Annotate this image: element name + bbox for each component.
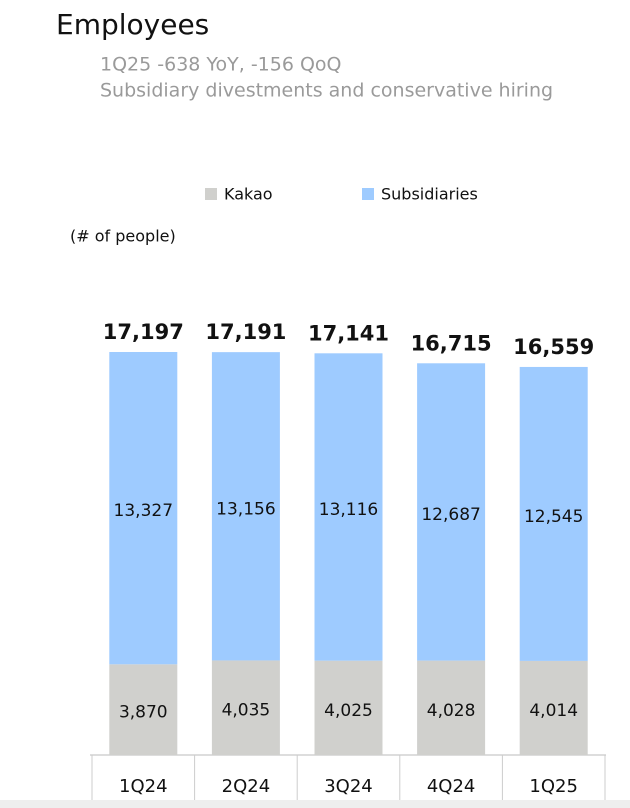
segment-label: 4,014	[529, 701, 578, 721]
legend-swatch	[362, 188, 374, 200]
total-label: 16,559	[513, 335, 594, 359]
bar-segment	[519, 660, 588, 755]
bar-segment	[314, 353, 383, 661]
total-label: 17,197	[103, 320, 184, 344]
x-tick-label: 1Q24	[119, 776, 168, 797]
x-tick-label: 2Q24	[222, 776, 271, 797]
segment-label: 3,870	[119, 703, 168, 723]
total-label: 16,715	[411, 331, 492, 355]
chart-title: Employees	[56, 8, 209, 41]
bar-segment	[211, 352, 280, 661]
total-label: 17,191	[205, 320, 286, 344]
bar-segment	[314, 660, 383, 755]
unit-label: (# of people)	[70, 227, 176, 246]
segment-label: 4,035	[222, 701, 271, 721]
segment-label: 13,327	[114, 501, 173, 521]
legend-label: Subsidiaries	[381, 185, 478, 204]
note: Subsidiary divestments and conservative …	[100, 80, 553, 102]
bar-segment	[211, 660, 280, 755]
bar-segment	[519, 366, 588, 661]
x-tick-label: 4Q24	[427, 776, 476, 797]
legend-swatch	[205, 188, 217, 200]
segment-label: 13,116	[319, 500, 378, 520]
segment-label: 12,545	[524, 507, 583, 527]
x-tick-label: 3Q24	[324, 776, 373, 797]
bottom-strip	[0, 800, 630, 808]
segment-label: 4,025	[324, 701, 373, 721]
bar-segment	[109, 352, 178, 665]
subtitle: 1Q25 -638 YoY, -156 QoQ	[100, 54, 342, 76]
bar-segment	[417, 660, 486, 755]
x-tick-label: 1Q25	[529, 776, 578, 797]
segment-label: 4,028	[427, 701, 476, 721]
bar-segment	[109, 664, 178, 755]
legend-label: Kakao	[224, 185, 273, 204]
total-label: 17,141	[308, 321, 389, 345]
bar-segment	[417, 363, 486, 661]
segment-label: 12,687	[421, 505, 480, 525]
segment-label: 13,156	[216, 499, 275, 519]
